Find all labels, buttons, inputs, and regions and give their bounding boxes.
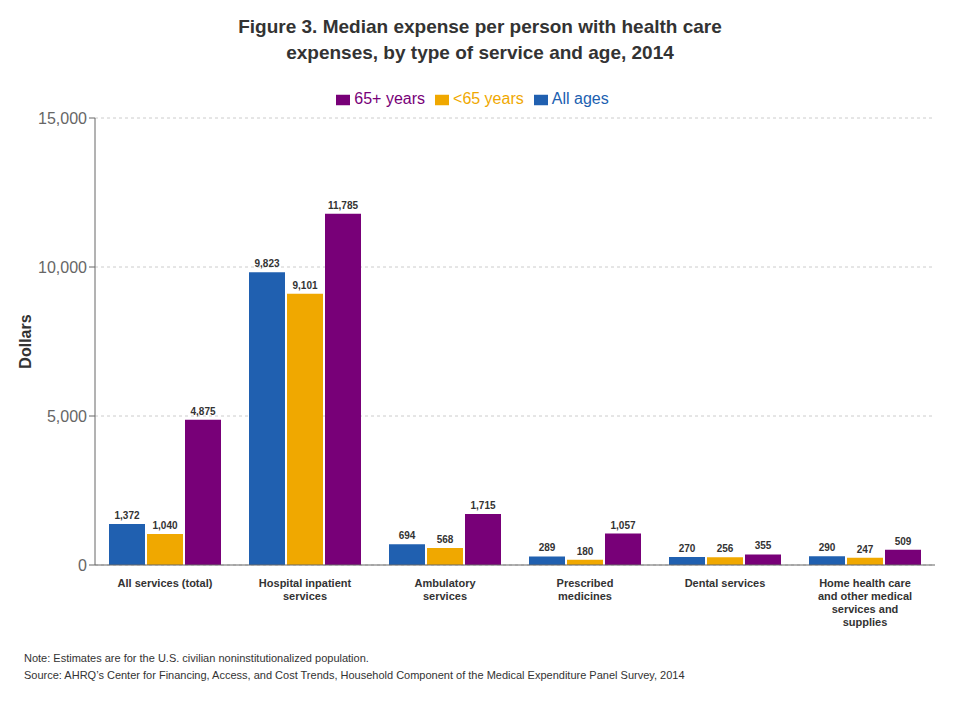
svg-text:694: 694 <box>399 530 416 541</box>
svg-text:Ambulatoryservices: Ambulatoryservices <box>414 577 476 602</box>
html-text:expenses, by type of service a: expenses, by type of service and age, 20… <box>286 42 674 63</box>
svg-text:1,040: 1,040 <box>152 520 177 531</box>
svg-text:Home health careand other medi: Home health careand other medicalservice… <box>818 577 912 628</box>
html-text:Figure 3. Median expense per p: Figure 3. Median expense per person with… <box>238 16 722 37</box>
svg-text:10,000: 10,000 <box>38 259 87 276</box>
svg-text:290: 290 <box>819 542 836 553</box>
svg-text:4,875: 4,875 <box>190 406 215 417</box>
svg-text:270: 270 <box>679 543 696 554</box>
svg-text:Prescribedmedicines: Prescribedmedicines <box>557 577 614 602</box>
svg-text:All services (total): All services (total) <box>118 577 213 589</box>
svg-text:Dental services: Dental services <box>685 577 766 589</box>
svg-text:247: 247 <box>857 544 874 555</box>
svg-text:256: 256 <box>717 543 734 554</box>
svg-text:1,715: 1,715 <box>470 500 495 511</box>
html-text:<65 years: <65 years <box>453 90 524 107</box>
svg-text:0: 0 <box>78 557 87 574</box>
svg-text:9,823: 9,823 <box>254 258 279 269</box>
html-text:65+ years: 65+ years <box>354 90 425 107</box>
svg-text:Hospital inpatientservices: Hospital inpatientservices <box>259 577 352 602</box>
html-text:Source: AHRQ’s Center for Fina: Source: AHRQ’s Center for Financing, Acc… <box>24 669 685 681</box>
svg-text:5,000: 5,000 <box>47 408 87 425</box>
svg-text:568: 568 <box>437 534 454 545</box>
svg-text:509: 509 <box>895 536 912 547</box>
svg-text:1,372: 1,372 <box>114 510 139 521</box>
svg-text:180: 180 <box>577 546 594 557</box>
html-text:All ages: All ages <box>551 90 609 107</box>
html-text:Note: Estimates are for the U.: Note: Estimates are for the U.S. civilia… <box>24 652 369 664</box>
svg-text:289: 289 <box>539 542 556 553</box>
svg-text:1,057: 1,057 <box>610 520 635 531</box>
svg-text:355: 355 <box>755 540 772 551</box>
svg-text:9,101: 9,101 <box>292 280 317 291</box>
svg-text:15,000: 15,000 <box>38 110 87 127</box>
svg-text:Dollars: Dollars <box>17 314 34 368</box>
svg-text:11,785: 11,785 <box>328 200 358 211</box>
